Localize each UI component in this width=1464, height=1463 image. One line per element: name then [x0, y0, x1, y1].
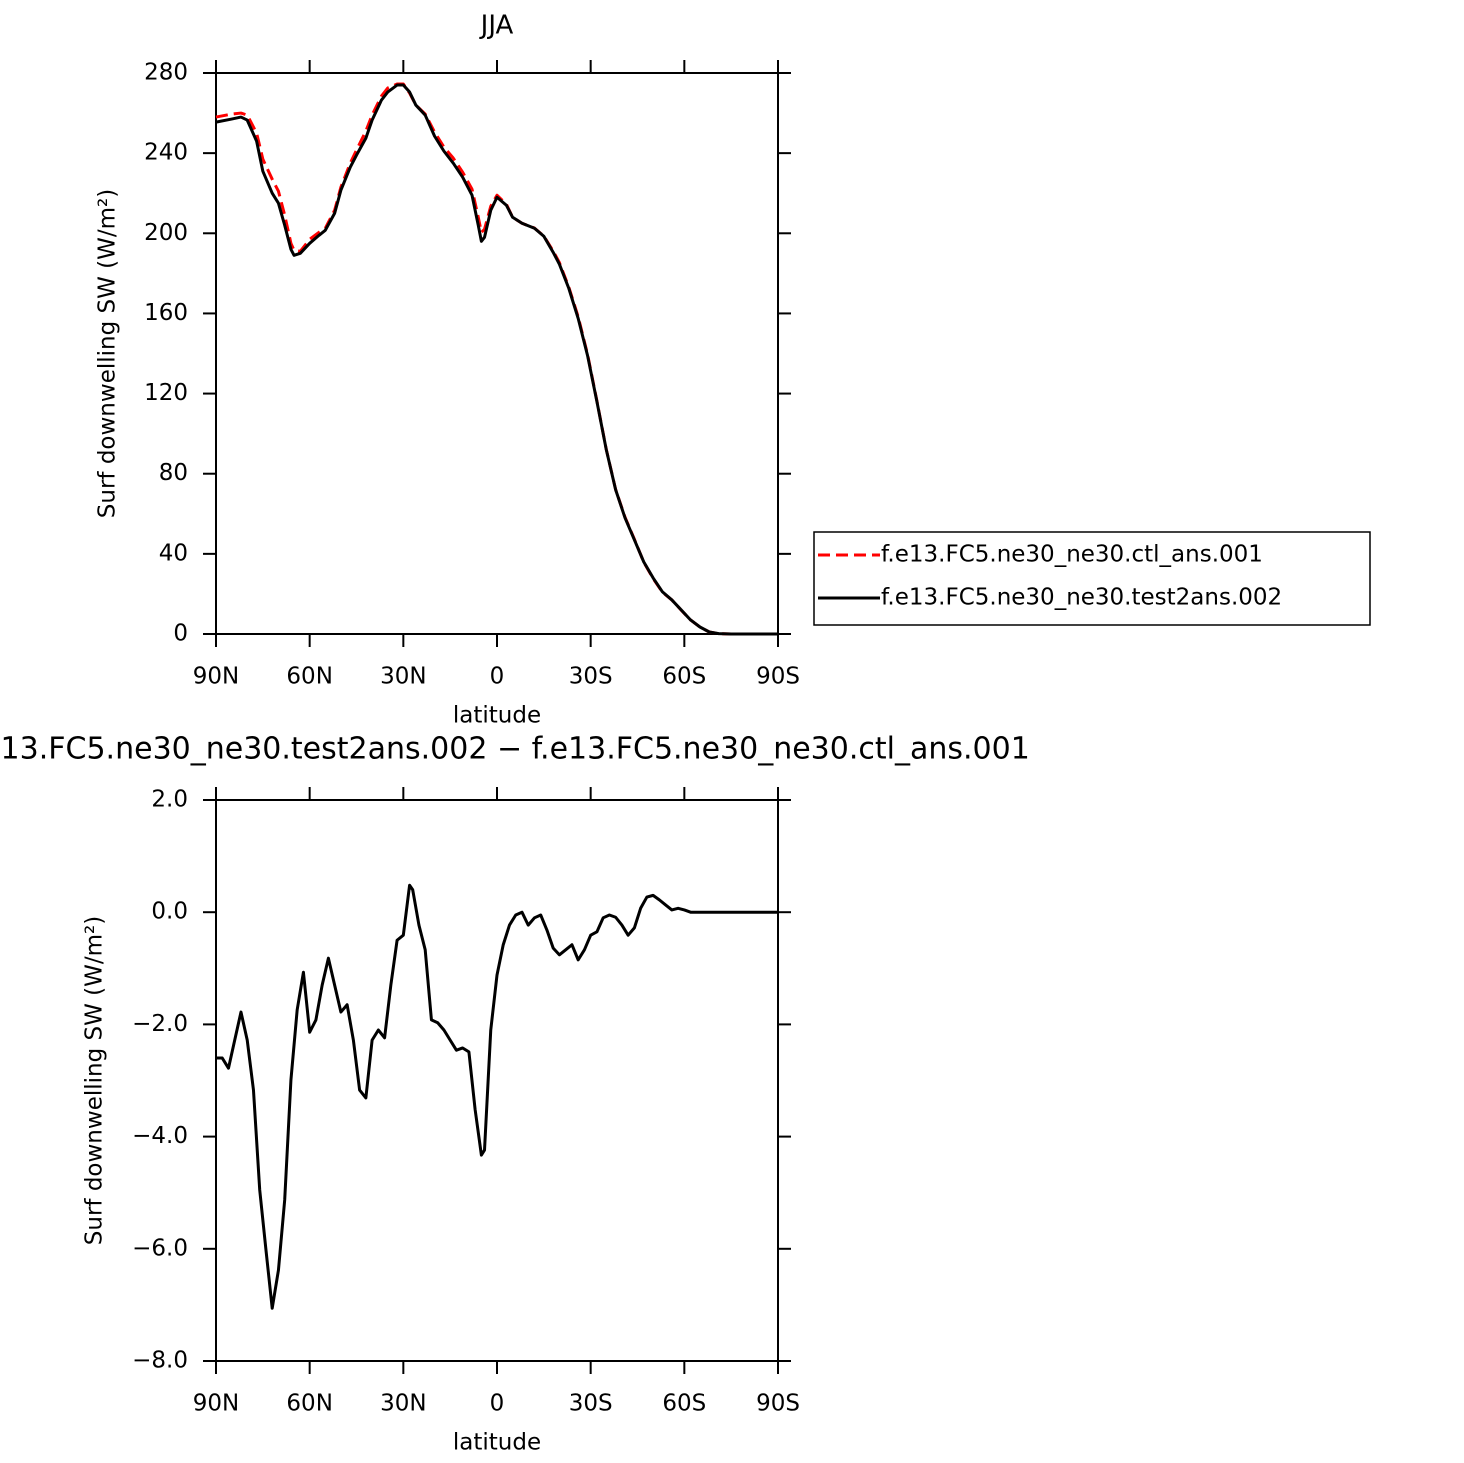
chart-title: JJA [479, 11, 514, 41]
legend-label: f.e13.FC5.ne30_ne30.ctl_ans.001 [881, 542, 1263, 568]
x-tick-label: 30N [380, 1391, 426, 1417]
legend-box [813, 531, 1371, 626]
y-tick-label: 120 [144, 380, 188, 406]
x-axis-label: latitude [453, 1430, 541, 1456]
x-tick-label: 90S [756, 1391, 800, 1417]
y-tick-label: −4.0 [132, 1123, 188, 1149]
y-tick-label: 280 [144, 60, 188, 86]
y-tick-label: 240 [144, 140, 188, 166]
data-line [215, 83, 778, 636]
x-tick-label: 30N [380, 664, 426, 690]
x-tick-label: 60N [286, 1391, 332, 1417]
x-tick-label: 0 [490, 1391, 505, 1417]
x-tick-label: 60S [662, 1391, 706, 1417]
y-tick-label: −2.0 [132, 1011, 188, 1037]
data-line [216, 883, 778, 1310]
y-axis-label: Surf downwelling SW (W/m²) [82, 916, 108, 1245]
y-tick-label: 200 [144, 220, 188, 246]
x-tick-label: 0 [490, 664, 505, 690]
y-tick-label: 160 [144, 300, 188, 326]
data-line [215, 82, 778, 636]
x-tick-label: 30S [569, 664, 613, 690]
x-tick-label: 60N [286, 664, 332, 690]
y-tick-label: 0 [173, 621, 188, 647]
plot-frame [215, 799, 779, 1362]
y-tick-label: 2.0 [151, 787, 188, 813]
x-tick-label: 90N [193, 1391, 239, 1417]
legend-label: f.e13.FC5.ne30_ne30.test2ans.002 [881, 585, 1282, 611]
x-tick-label: 90S [756, 664, 800, 690]
x-tick-label: 60S [662, 664, 706, 690]
x-tick-label: 90N [193, 664, 239, 690]
y-axis-label: Surf downwelling SW (W/m²) [95, 189, 121, 518]
plot-frame [215, 72, 779, 635]
x-tick-label: 30S [569, 1391, 613, 1417]
y-tick-label: 0.0 [151, 899, 188, 925]
y-tick-label: 40 [159, 540, 188, 566]
y-tick-label: 80 [159, 460, 188, 486]
chart-title: f.e13.FC5.ne30_ne30.test2ans.002 − f.e13… [0, 732, 1030, 767]
y-tick-label: −8.0 [132, 1348, 188, 1374]
y-tick-label: −6.0 [132, 1235, 188, 1261]
x-axis-label: latitude [453, 703, 541, 729]
